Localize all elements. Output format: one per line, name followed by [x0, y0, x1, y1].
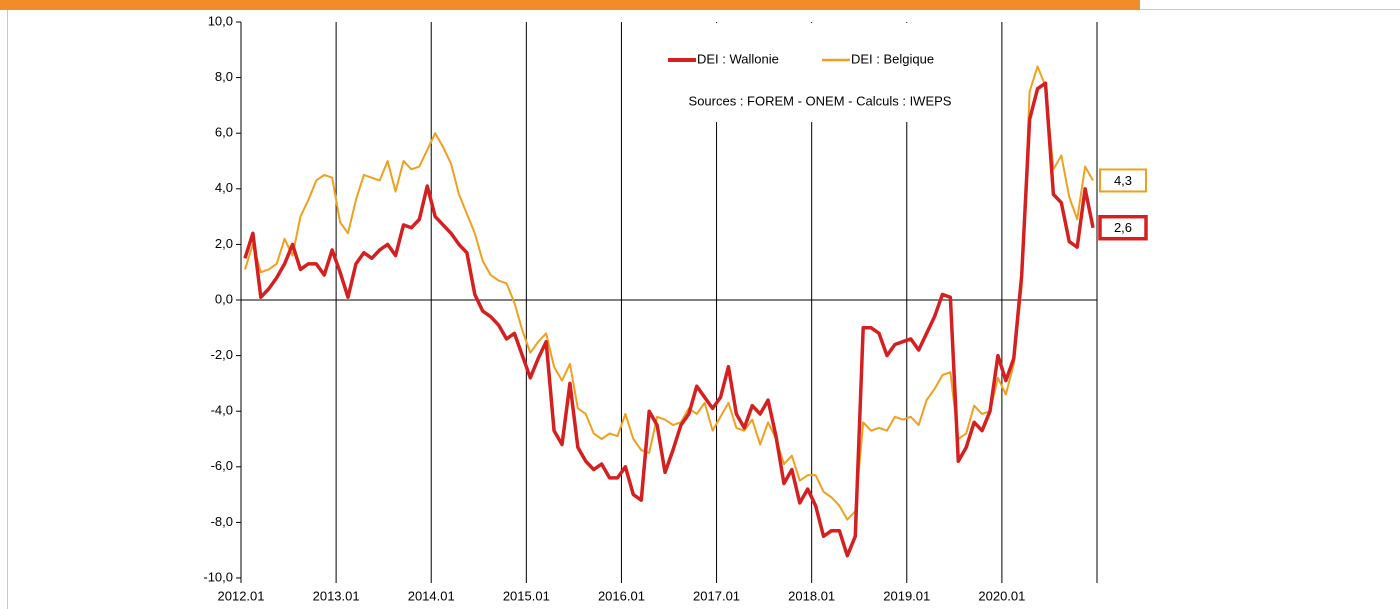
x-tick-label: 2015.01	[503, 588, 550, 603]
y-tick-label: -4,0	[211, 403, 233, 418]
grid: -10,0 -8,0 -6,0 -4,0 -2,0 0,0 2,0 4,0 6,0 8,0 10,0…	[203, 13, 1098, 603]
header-bar	[0, 0, 1140, 10]
y-tick-label: 8,0	[215, 69, 233, 84]
x-tick-label: 2019.01	[883, 588, 930, 603]
series-line	[243, 81, 1095, 558]
series-line	[244, 65, 1094, 521]
annotation: Sources : FOREM - ONEM - Calculs : IWEPS	[689, 93, 952, 108]
x-tick-label: 2020.01	[978, 588, 1025, 603]
legend-label: DEI : Belgique	[851, 51, 934, 66]
y-tick-label: 4,0	[215, 180, 233, 195]
legend-label: DEI : Wallonie	[697, 51, 779, 66]
end-label-box	[1098, 214, 1148, 241]
y-tick-label: 2,0	[215, 236, 233, 251]
x-tick-label: 2013.01	[313, 588, 360, 603]
x-tick-label: 2012.01	[218, 588, 265, 603]
plot: 4,3 2,6 DEI : Wallonie DEI : Belgique	[243, 51, 1148, 558]
x-tick-label: 2014.01	[408, 588, 455, 603]
end-label: 4,3	[1114, 173, 1132, 188]
x-tick-label: 2018.01	[788, 588, 835, 603]
x-tick-label: 2017.01	[693, 588, 740, 603]
y-tick-label: -10,0	[203, 569, 233, 584]
y-tick-label: 10,0	[208, 13, 233, 28]
y-tick-label: 0,0	[215, 291, 233, 306]
end-label-box	[1099, 168, 1147, 193]
x-tick-label: 2016.01	[598, 588, 645, 603]
legend-background	[655, 23, 995, 122]
y-tick-label: -8,0	[211, 514, 233, 529]
y-tick-label: -2,0	[211, 347, 233, 362]
y-tick-label: 6,0	[215, 125, 233, 140]
y-tick-label: -6,0	[211, 458, 233, 473]
end-label: 2,6	[1114, 220, 1132, 235]
